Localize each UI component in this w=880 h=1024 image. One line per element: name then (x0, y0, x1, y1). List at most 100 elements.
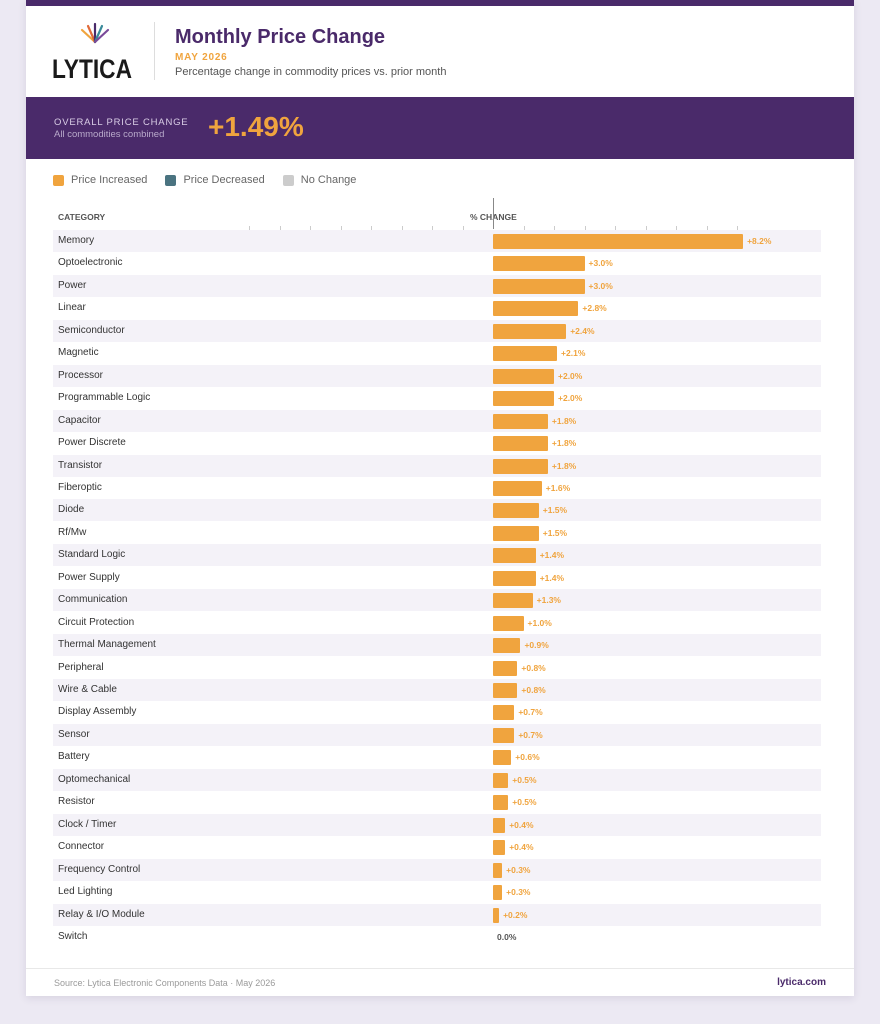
zero-axis-line (493, 198, 494, 229)
axis-tick (523, 226, 525, 230)
axis-tick (706, 226, 708, 230)
page-subtitle: Percentage change in commodity prices vs… (175, 66, 447, 78)
category-label: Clock / Timer (58, 818, 117, 830)
table-row: Magnetic +2.1% (53, 342, 821, 365)
bar (493, 907, 500, 923)
legend-label: No Change (300, 174, 357, 186)
bar (493, 346, 558, 362)
bar (493, 548, 536, 564)
legend-item-decreased: Price Decreased (165, 174, 265, 186)
table-row: Memory +8.2% (53, 230, 821, 252)
table-row: Frequency Control +0.3% (53, 858, 821, 881)
table-row: Processor +2.0% (53, 364, 821, 387)
summary-label: OVERALL PRICE CHANGE (54, 117, 189, 128)
bar-value-label: +1.5% (542, 527, 568, 538)
category-label: Power (58, 279, 87, 291)
bar-value-label: +1.6% (545, 482, 571, 493)
bar-value-label: +8.2% (747, 236, 772, 246)
bar (493, 795, 509, 811)
table-row: Programmable Logic +2.0% (53, 387, 821, 410)
table-row: Switch 0.0% (53, 925, 821, 948)
bar-value-label: +1.3% (536, 595, 561, 606)
footer-source: Source: Lytica Electronic Components Dat… (54, 978, 276, 988)
bar (493, 301, 579, 317)
table-row: Thermal Management +0.9% (53, 634, 821, 657)
axis-tick (401, 226, 403, 230)
bar-value-label: +1.8% (551, 415, 577, 426)
bar (493, 323, 567, 339)
footer-link[interactable]: lytica.com (777, 977, 826, 988)
bar-value-label: +0.8% (521, 662, 546, 673)
bar (493, 885, 503, 901)
category-label: Processor (58, 369, 104, 381)
bar-value-label: +0.5% (512, 774, 537, 785)
bar-value-label: +1.4% (539, 572, 565, 583)
table-row: Standard Logic +1.4% (53, 544, 821, 567)
table-row: Semiconductor +2.4% (53, 319, 821, 342)
category-label: Wire & Cable (58, 684, 117, 695)
category-label: Rf/Mw (58, 526, 87, 538)
axis-tick (249, 226, 250, 230)
category-label: Peripheral (58, 661, 104, 673)
category-label: Battery (58, 751, 90, 763)
bar-value-label: +0.9% (524, 640, 549, 651)
table-row: Capacitor +1.8% (53, 409, 821, 432)
bar-value-label: +1.5% (542, 505, 568, 516)
category-label: Frequency Control (58, 863, 141, 875)
category-label: Optoelectronic (58, 257, 123, 269)
table-row: Fiberoptic +1.6% (53, 476, 821, 499)
category-label: Standard Logic (58, 549, 126, 561)
category-label: Resistor (58, 796, 95, 808)
legend-item-increased: Price Increased (53, 174, 147, 186)
report-card: LYTICA Monthly Price Change MAY 2026 Per… (26, 0, 854, 996)
legend-swatch-decreased (165, 174, 177, 186)
bar-value-label: +0.4% (509, 842, 534, 853)
bar (493, 570, 536, 586)
bar-value-label: +0.8% (521, 685, 546, 695)
bar-value-label: +0.7% (518, 707, 543, 718)
footer-divider (26, 968, 854, 969)
category-label: Magnetic (58, 347, 99, 359)
column-header-category: CATEGORY (58, 212, 106, 222)
bar-value-label: +0.6% (515, 752, 540, 763)
table-row: Led Lighting +0.3% (53, 881, 821, 904)
bar (493, 256, 585, 272)
table-row: Circuit Protection +1.0% (53, 611, 821, 634)
bar (493, 772, 509, 788)
bar-value-label: +2.4% (570, 325, 595, 336)
table-row: Power Discrete +1.8% (53, 432, 821, 455)
table-row: Transistor +1.8% (53, 454, 821, 477)
bar (493, 436, 548, 452)
table-row: Display Assembly +0.7% (53, 701, 821, 724)
bar (493, 368, 554, 384)
legend-label: Price Increased (71, 174, 148, 186)
legend-item-no-change: No Change (282, 174, 357, 186)
axis-tick (432, 226, 433, 230)
bar (493, 750, 512, 766)
bar (493, 480, 542, 496)
table-row: Sensor +0.7% (53, 723, 821, 746)
report-date: MAY 2026 (175, 52, 228, 63)
bar-value-label: +0.7% (518, 729, 543, 740)
category-label: Relay & I/O Module (58, 908, 145, 920)
bar (493, 862, 503, 878)
category-label: Circuit Protection (58, 616, 135, 628)
bar-value-label: +1.8% (551, 438, 577, 449)
category-label: Connector (58, 841, 105, 853)
bar (493, 525, 539, 541)
table-row: Peripheral +0.8% (53, 656, 821, 679)
summary-sublabel: All commodities combined (54, 129, 165, 140)
category-label: Capacitor (58, 414, 101, 426)
bar-value-label: +1.4% (539, 550, 565, 561)
category-label: Semiconductor (58, 324, 125, 336)
table-row: Wire & Cable +0.8% (53, 679, 821, 701)
table-row: Resistor +0.5% (53, 791, 821, 814)
table-row: Diode +1.5% (53, 499, 821, 522)
bar-value-label: +0.5% (512, 797, 537, 808)
table-row: Optomechanical +0.5% (53, 768, 821, 791)
category-label: Sensor (58, 728, 90, 740)
axis-tick (340, 226, 342, 230)
category-label: Display Assembly (58, 706, 137, 718)
table-row: Communication +1.3% (53, 589, 821, 612)
legend-label: Price Decreased (183, 174, 265, 186)
